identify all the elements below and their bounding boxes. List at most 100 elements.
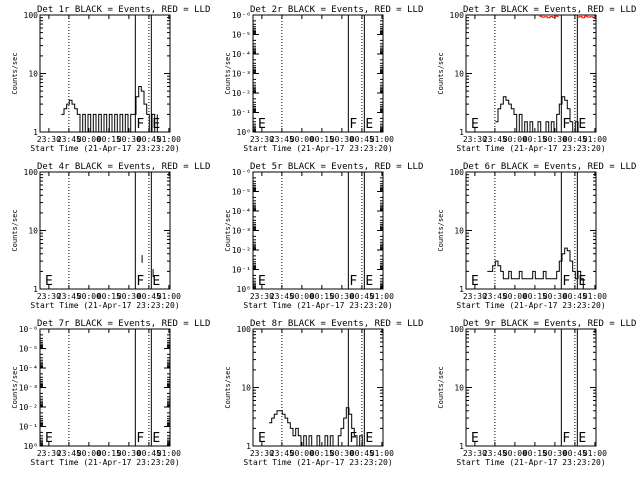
y-tick-label: 10⁻² [19,403,38,412]
y-axis-label: Counts/sec [224,52,232,94]
marker-label: E [258,431,266,446]
y-tick-label: 1 [33,128,38,137]
marker-label: F [136,274,144,289]
y-tick-label: 10⁻¹ [232,266,251,275]
series-line-3 [576,15,596,19]
marker-label: E [578,431,586,446]
marker-label: F [136,431,144,446]
y-tick-label: 10⁻¹ [19,423,38,432]
x-tick-label: 00:00 [77,292,101,301]
x-tick-label: 00:30 [330,449,354,458]
y-tick-label: 10⁻⁴ [232,207,251,216]
x-tick-label: 01:00 [157,449,181,458]
y-tick-label: 10⁻⁵ [232,188,251,197]
marker-label: E [471,274,479,289]
x-tick-label: 23:45 [483,449,507,458]
y-tick-label: 10⁻⁵ [232,31,251,40]
series-line-2 [539,15,559,19]
plot-frame [252,171,384,290]
y-tick-label: 100 [450,168,465,177]
y-tick-label: 10⁰ [24,442,38,451]
x-tick-label: 00:30 [117,292,141,301]
panel-1: Det 1r BLACK = Events, RED = LLD Counts/s… [11,5,210,153]
y-axis-label: Counts/sec [437,52,445,94]
x-tick-label: 23:45 [57,292,81,301]
x-tick-label: 00:00 [77,449,101,458]
y-tick-label: 10⁻² [232,246,251,255]
marker-label: F [136,117,144,132]
y-tick-label: 10⁻⁴ [232,50,251,59]
y-tick-label: 10 [454,227,464,236]
y-tick-label: 100 [24,168,39,177]
x-tick-label: 00:15 [310,292,334,301]
panel-5: Det 5r BLACK = Events, RED = LLD Counts/s… [224,162,423,310]
x-tick-label: 01:00 [583,292,607,301]
x-tick-label: 00:45 [350,292,374,301]
x-tick-label: 00:30 [330,135,354,144]
x-axis-label: Start Time (21-Apr-17 23:23:20) [456,458,605,467]
panel-title: Det 4r BLACK = Events, RED = LLD [37,162,210,172]
marker-label: E [152,274,160,289]
marker-label: F [349,117,357,132]
x-tick-label: 23:30 [37,449,61,458]
x-axis-label: Start Time (21-Apr-17 23:23:20) [30,458,179,467]
x-tick-label: 23:45 [270,135,294,144]
y-tick-label: 100 [24,11,39,20]
marker-label: E [578,117,586,132]
x-tick-label: 01:00 [370,449,394,458]
y-tick-label: 1 [246,442,251,451]
panel-title: Det 7r BLACK = Events, RED = LLD [37,319,210,329]
x-tick-label: 23:30 [463,449,487,458]
y-tick-label: 10 [454,70,464,79]
panel-2: Det 2r BLACK = Events, RED = LLD Counts/s… [224,5,423,153]
x-axis-label: Start Time (21-Apr-17 23:23:20) [243,144,392,153]
x-tick-label: 00:45 [350,449,374,458]
x-tick-label: 23:30 [250,135,274,144]
x-tick-label: 01:00 [370,292,394,301]
panel-title: Det 1r BLACK = Events, RED = LLD [37,5,210,15]
marker-label: E [258,274,266,289]
x-tick-label: 01:00 [157,292,181,301]
plot-frame [39,328,171,447]
x-tick-label: 00:00 [503,292,527,301]
panel-title: Det 8r BLACK = Events, RED = LLD [250,319,423,329]
x-tick-label: 00:30 [330,292,354,301]
x-tick-label: 00:45 [563,135,587,144]
x-tick-label: 00:00 [290,135,314,144]
y-tick-label: 10⁻² [232,89,251,98]
x-tick-label: 01:00 [157,135,181,144]
y-axis-label: Counts/sec [224,366,232,408]
x-tick-label: 00:45 [563,292,587,301]
x-tick-label: 01:00 [370,135,394,144]
y-axis-label: Counts/sec [437,209,445,251]
x-tick-label: 00:45 [563,449,587,458]
y-tick-label: 10⁻¹ [232,109,251,118]
x-axis-label: Start Time (21-Apr-17 23:23:20) [30,144,179,153]
x-tick-label: 23:30 [37,135,61,144]
y-tick-label: 100 [237,325,252,334]
panel-8: Det 8r BLACK = Events, RED = LLD Counts/s… [224,319,423,467]
x-tick-label: 00:15 [97,449,121,458]
x-tick-label: 23:45 [57,135,81,144]
y-axis-label: Counts/sec [11,209,19,251]
x-tick-label: 00:15 [523,135,547,144]
plot-frame [465,14,597,133]
x-tick-label: 00:45 [137,135,161,144]
y-tick-label: 1 [459,285,464,294]
x-axis-label: Start Time (21-Apr-17 23:23:20) [456,144,605,153]
x-axis-label: Start Time (21-Apr-17 23:23:20) [243,458,392,467]
series-line-1 [487,247,586,290]
x-tick-label: 00:45 [137,449,161,458]
marker-label: E [45,274,53,289]
y-axis-label: Counts/sec [11,366,19,408]
plot-frame [465,328,597,447]
marker-label: E [258,117,266,132]
y-tick-label: 10⁻⁶ [19,325,38,334]
y-tick-label: 10⁻³ [19,384,38,393]
x-axis-label: Start Time (21-Apr-17 23:23:20) [30,301,179,310]
x-tick-label: 23:30 [463,292,487,301]
panel-title: Det 3r BLACK = Events, RED = LLD [463,5,636,15]
x-tick-label: 00:30 [117,135,141,144]
